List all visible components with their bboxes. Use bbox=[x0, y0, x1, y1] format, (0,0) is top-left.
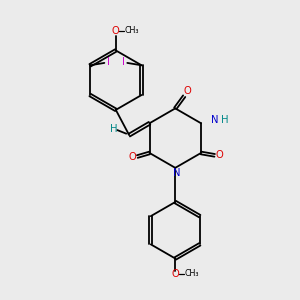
Text: N: N bbox=[211, 115, 218, 125]
Text: H: H bbox=[110, 124, 118, 134]
Text: I: I bbox=[107, 57, 110, 67]
Text: O: O bbox=[111, 26, 119, 36]
Text: CH₃: CH₃ bbox=[184, 269, 199, 278]
Text: N: N bbox=[173, 168, 181, 178]
Text: O: O bbox=[129, 152, 136, 161]
Text: CH₃: CH₃ bbox=[124, 26, 139, 35]
Text: O: O bbox=[184, 86, 192, 96]
Text: I: I bbox=[122, 57, 124, 67]
Text: O: O bbox=[171, 268, 179, 279]
Text: O: O bbox=[216, 150, 224, 160]
Text: H: H bbox=[221, 115, 229, 125]
